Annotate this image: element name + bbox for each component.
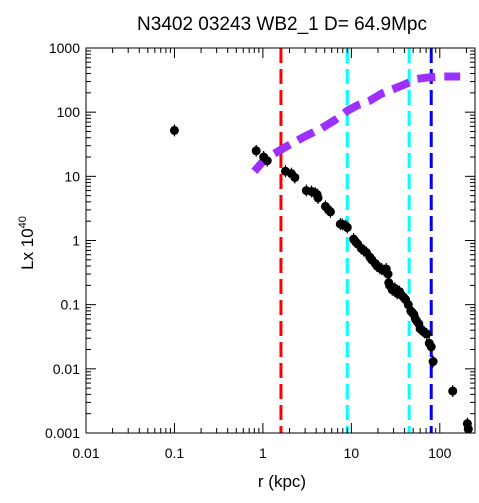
y-tick-label: 0.01 [53,361,80,377]
y-tick-label: 0.1 [61,297,81,313]
data-point [426,342,436,352]
data-point [325,207,335,217]
y-axis-label: Lx 1040 [17,216,37,270]
plot-data [169,48,473,433]
y-tick-label: 1000 [49,40,80,56]
y-axis-label-main: Lx 10 [18,228,37,270]
data-point [448,386,458,396]
data-point [342,222,352,232]
cumulative-curve-line [251,72,461,174]
data-point [422,329,432,339]
x-tick-label: 100 [428,445,452,461]
plot-area [169,48,473,433]
y-axis-label-exponent: 40 [17,216,29,228]
x-tick-label: 0.01 [72,445,99,461]
chart-title: N3402 03243 WB2_1 D= 64.9Mpc [137,14,427,35]
data-point [251,146,261,156]
y-tick-label: 10 [64,168,80,184]
y-tick-label: 1 [72,233,80,249]
data-point [262,156,272,166]
data-point [463,424,473,433]
x-tick-label: 10 [344,445,360,461]
y-tick-label: 100 [57,104,81,120]
data-point [313,193,323,203]
axes: 0.01 0.1 1 10 100 0.001 0.01 0.1 1 10 100 1000 [45,40,476,461]
data-point [428,357,438,367]
data-point [169,125,179,135]
x-tick-label: 1 [259,445,267,461]
y-axis-label-group: Lx 1040 [17,216,37,270]
y-tick-label: 0.001 [45,425,80,441]
data-point [383,269,393,279]
data-point [290,172,300,182]
x-tick-label: 0.1 [165,445,185,461]
x-axis-label: r (kpc) [258,472,306,491]
